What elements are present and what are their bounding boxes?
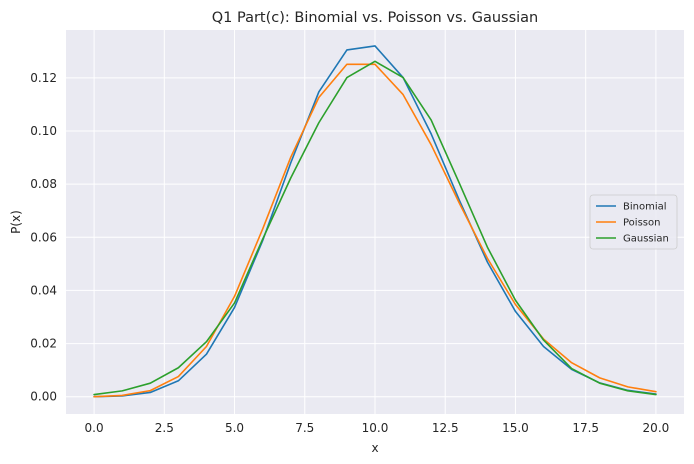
chart-title: Q1 Part(c): Binomial vs. Poisson vs. Gau… xyxy=(212,10,539,26)
y-tick-label: 0.12 xyxy=(30,71,57,85)
x-tick-label: 2.5 xyxy=(155,421,174,435)
x-tick-label: 15.0 xyxy=(502,421,529,435)
legend-label: Poisson xyxy=(623,218,660,229)
y-tick-label: 0.00 xyxy=(30,390,57,404)
y-tick-label: 0.04 xyxy=(30,283,57,297)
x-tick-label: 7.5 xyxy=(295,421,314,435)
y-tick-label: 0.02 xyxy=(30,337,57,351)
y-tick-label: 0.10 xyxy=(30,124,57,138)
x-tick-label: 5.0 xyxy=(225,421,244,435)
x-tick-label: 12.5 xyxy=(432,421,459,435)
series-line-poisson xyxy=(93,63,657,398)
legend-box xyxy=(589,194,678,250)
x-tick-label: 20.0 xyxy=(643,421,670,435)
x-tick-label: 17.5 xyxy=(572,421,599,435)
x-tick-label: 0.0 xyxy=(85,421,104,435)
y-tick-label: 0.08 xyxy=(30,177,57,191)
legend: Binomial Poisson Gaussian xyxy=(589,194,678,250)
legend-label: Gaussian xyxy=(623,234,669,245)
x-axis-label: x xyxy=(371,441,378,455)
x-tick-label: 10.0 xyxy=(362,421,389,435)
legend-label: Binomial xyxy=(623,202,667,213)
series-line-gaussian xyxy=(93,60,657,396)
y-axis-label: P(x) xyxy=(9,210,23,234)
y-tick-label: 0.06 xyxy=(30,230,57,244)
series-line-binomial xyxy=(93,45,657,398)
